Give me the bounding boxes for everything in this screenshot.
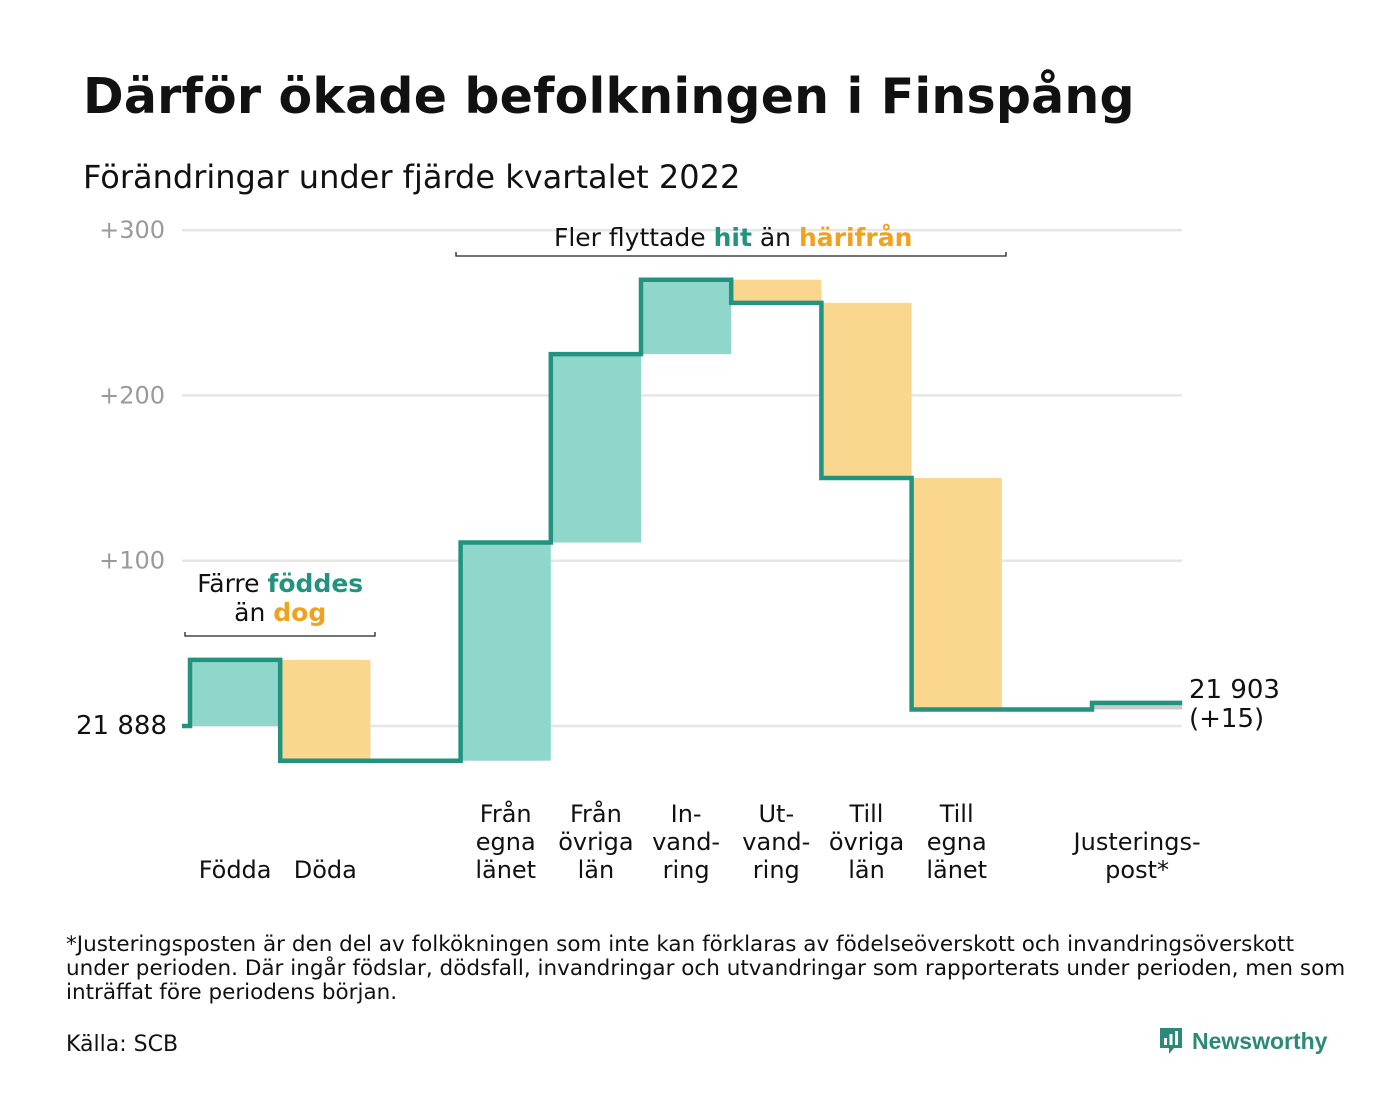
category-label: Från egna länet (475, 799, 536, 884)
category-label: Till övriga län (829, 800, 904, 884)
end-change-label: (+15) (1189, 704, 1264, 734)
waterfall-bar (911, 478, 1002, 710)
chart-title: Därför ökade befolkningen i Finspång (83, 68, 1135, 125)
births-annotation-bracket (184, 632, 376, 637)
y-tick-label: +200 (99, 381, 165, 409)
waterfall-chart: +100 +200 +300 Födda Döda Från egna länet Från öv… (76, 216, 1280, 884)
brand-logo: Newsworthy (1158, 1026, 1327, 1056)
births-annotation-text: Färre föddes (197, 569, 363, 598)
waterfall-bar (280, 659, 371, 761)
category-label: Döda (294, 856, 357, 884)
category-label: Ut-vand-ring (742, 800, 810, 884)
start-value-label: 21 888 (76, 711, 167, 741)
cumulative-step-line (182, 277, 1183, 763)
category-label: In-vand-ring (652, 800, 720, 884)
waterfall-bar (731, 279, 822, 303)
end-value-label: 21 903 (1189, 675, 1280, 705)
category-label: Födda (199, 856, 272, 884)
y-tick-label: +300 (99, 216, 165, 244)
category-label: Justerings-post* (1072, 828, 1201, 884)
waterfall-bar (550, 354, 641, 543)
waterfall-bar (460, 542, 551, 761)
migration-annotation-text: Fler flyttade hit än härifrån (554, 223, 912, 252)
waterfall-bar (821, 302, 912, 479)
category-label: Från övriga län (558, 799, 633, 884)
y-tick-label: +100 (99, 547, 165, 575)
brand-name: Newsworthy (1192, 1027, 1328, 1054)
waterfall-bar (641, 279, 732, 355)
waterfall-bar (190, 659, 281, 726)
footnote: *Justeringsposten är den del av folkökni… (66, 932, 1346, 1005)
waterfall-bar (1092, 702, 1183, 710)
chart-subtitle: Förändringar under fjärde kvartalet 2022 (83, 158, 741, 196)
newsworthy-logo-icon (1160, 1028, 1182, 1054)
births-annotation-text: än dog (234, 598, 326, 627)
category-label: Till egna länet (926, 800, 987, 884)
source-credit: Källa: SCB (66, 1032, 179, 1057)
migration-annotation-bracket (455, 252, 1007, 257)
